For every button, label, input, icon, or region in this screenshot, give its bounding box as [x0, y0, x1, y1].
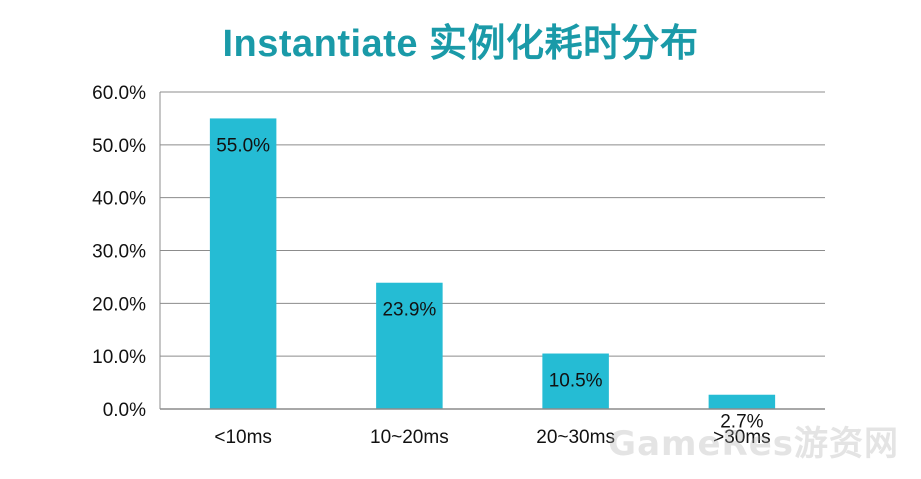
y-tick-label: 0.0%: [103, 400, 146, 421]
bar-1: [209, 118, 277, 410]
y-tick-label: 50.0%: [92, 136, 146, 157]
y-tick-label: 10.0%: [92, 347, 146, 368]
chart-title: Instantiate 实例化耗时分布: [222, 23, 699, 65]
x-tick-label: 10~20ms: [370, 427, 449, 448]
data-label: 10.5%: [549, 371, 603, 392]
y-tick-label: 20.0%: [92, 294, 146, 315]
data-label: 2.7%: [720, 412, 763, 433]
x-tick-label: 20~30ms: [536, 427, 615, 448]
bar-4: [708, 394, 776, 409]
watermark: GameRes游资网: [608, 424, 899, 464]
x-tick-label: <10ms: [214, 427, 272, 448]
bar-2: [376, 282, 443, 409]
data-label: 55.0%: [216, 135, 270, 156]
data-label: 23.9%: [382, 300, 436, 321]
y-tick-label: 40.0%: [92, 189, 146, 210]
x-tick-label: >30ms: [713, 427, 771, 448]
y-tick-label: 60.0%: [92, 83, 146, 104]
bar-3: [542, 353, 609, 409]
y-tick-label: 30.0%: [92, 242, 146, 263]
